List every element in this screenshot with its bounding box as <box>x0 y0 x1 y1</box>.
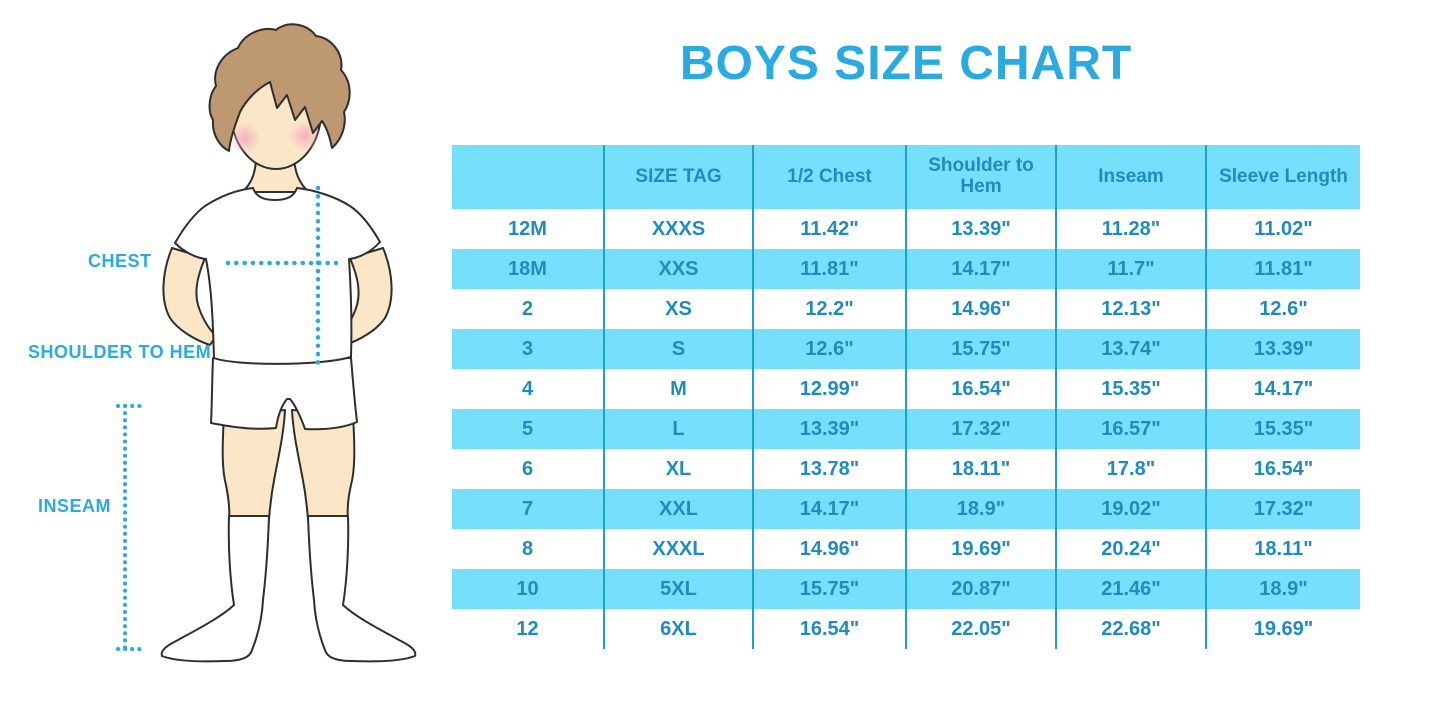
boy-shirt <box>174 187 381 365</box>
table-cell: 11.81" <box>1205 249 1360 289</box>
table-cell: 19.69" <box>1205 609 1360 649</box>
table-row: 6 XL 13.78" 18.11" 17.8" 16.54" <box>452 449 1360 489</box>
table-cell: 14.96" <box>905 289 1055 329</box>
table-cell: 16.54" <box>752 609 905 649</box>
table-cell: 18.9" <box>905 489 1055 529</box>
table-cell: 15.75" <box>752 569 905 609</box>
table-row: 18M XXS 11.81" 14.17" 11.7" 11.81" <box>452 249 1360 289</box>
table-cell: XL <box>603 449 752 489</box>
table-cell: 12.6" <box>1205 289 1360 329</box>
boy-shorts <box>210 357 358 431</box>
table-cell: 14.17" <box>752 489 905 529</box>
table-cell: 14.17" <box>1205 369 1360 409</box>
table-row: 12 6XL 16.54" 22.05" 22.68" 19.69" <box>452 609 1360 649</box>
table-cell: 11.81" <box>752 249 905 289</box>
table-cell: 4 <box>452 369 603 409</box>
boy-hair <box>208 23 351 152</box>
boy-arm-left <box>162 247 217 346</box>
table-row: 12M XXXS 11.42" 13.39" 11.28" 11.02" <box>452 209 1360 249</box>
page-title: BOYS SIZE CHART <box>679 37 1133 90</box>
table-cell: 13.74" <box>1055 329 1205 369</box>
table-cell: 13.78" <box>752 449 905 489</box>
table-cell: 2 <box>452 289 603 329</box>
table-cell: 12.2" <box>752 289 905 329</box>
table-cell: 21.46" <box>1055 569 1205 609</box>
table-cell: 20.24" <box>1055 529 1205 569</box>
table-cell: 12.13" <box>1055 289 1205 329</box>
table-cell: S <box>603 329 752 369</box>
header-cell: Inseam <box>1055 145 1205 209</box>
table-cell: 22.05" <box>905 609 1055 649</box>
boy-sock-right <box>307 515 417 663</box>
table-cell: 15.75" <box>905 329 1055 369</box>
boy-blush-left <box>229 122 261 154</box>
table-cell: 18.9" <box>1205 569 1360 609</box>
table-cell: 11.02" <box>1205 209 1360 249</box>
table-row: 10 5XL 15.75" 20.87" 21.46" 18.9" <box>452 569 1360 609</box>
table-cell: 5XL <box>603 569 752 609</box>
table-cell: 12 <box>452 609 603 649</box>
table-cell: 11.28" <box>1055 209 1205 249</box>
table-cell: 18.11" <box>905 449 1055 489</box>
table-row: 4 M 12.99" 16.54" 15.35" 14.17" <box>452 369 1360 409</box>
header-cell <box>452 145 603 209</box>
table-cell: XXL <box>603 489 752 529</box>
table-cell: 12.6" <box>752 329 905 369</box>
table-cell: 5 <box>452 409 603 449</box>
table-cell: 13.39" <box>905 209 1055 249</box>
table-cell: 17.8" <box>1055 449 1205 489</box>
table-cell: 14.17" <box>905 249 1055 289</box>
table-cell: 14.96" <box>752 529 905 569</box>
table-cell: 3 <box>452 329 603 369</box>
table-cell: 13.39" <box>1205 329 1360 369</box>
table-cell: XXXL <box>603 529 752 569</box>
table-row: 8 XXXL 14.96" 19.69" 20.24" 18.11" <box>452 529 1360 569</box>
table-cell: 6XL <box>603 609 752 649</box>
table-cell: 6 <box>452 449 603 489</box>
table-row: 7 XXL 14.17" 18.9" 19.02" 17.32" <box>452 489 1360 529</box>
table-cell: 20.87" <box>905 569 1055 609</box>
table-header-row: SIZE TAG 1/2 Chest Shoulder to Hem Inseam Sl… <box>452 145 1360 209</box>
boy-illustration <box>116 23 417 663</box>
table-cell: XXXS <box>603 209 752 249</box>
table-cell: 17.32" <box>1205 489 1360 529</box>
header-cell: Sleeve Length <box>1205 145 1360 209</box>
chest-label: CHEST <box>88 251 152 271</box>
table-cell: 8 <box>452 529 603 569</box>
shoulder-to-hem-label: SHOULDER TO HEM <box>28 342 212 362</box>
table-cell: 15.35" <box>1055 369 1205 409</box>
table-cell: XS <box>603 289 752 329</box>
table-cell: 11.7" <box>1055 249 1205 289</box>
table-cell: 17.32" <box>905 409 1055 449</box>
table-cell: 18M <box>452 249 603 289</box>
table-cell: 19.02" <box>1055 489 1205 529</box>
inseam-label: INSEAM <box>38 496 112 516</box>
table-cell: 11.42" <box>752 209 905 249</box>
table-cell: 13.39" <box>752 409 905 449</box>
header-cell: 1/2 Chest <box>752 145 905 209</box>
table-cell: 16.54" <box>1205 449 1360 489</box>
header-cell: Shoulder to Hem <box>905 145 1055 209</box>
table-cell: 7 <box>452 489 603 529</box>
table-cell: 12M <box>452 209 603 249</box>
table-row: 2 XS 12.2" 14.96" 12.13" 12.6" <box>452 289 1360 329</box>
table-cell: 19.69" <box>905 529 1055 569</box>
header-cell: SIZE TAG <box>603 145 752 209</box>
table-cell: 10 <box>452 569 603 609</box>
table-cell: L <box>603 409 752 449</box>
table-cell: 18.11" <box>1205 529 1360 569</box>
table-cell: XXS <box>603 249 752 289</box>
boy-sock-left <box>160 515 270 663</box>
size-table: SIZE TAG 1/2 Chest Shoulder to Hem Inseam Sl… <box>452 145 1360 649</box>
table-cell: 12.99" <box>752 369 905 409</box>
table-row: 5 L 13.39" 17.32" 16.57" 15.35" <box>452 409 1360 449</box>
table-cell: 22.68" <box>1055 609 1205 649</box>
table-cell: 15.35" <box>1205 409 1360 449</box>
table-cell: 16.54" <box>905 369 1055 409</box>
table-row: 3 S 12.6" 15.75" 13.74" 13.39" <box>452 329 1360 369</box>
table-cell: 16.57" <box>1055 409 1205 449</box>
table-cell: M <box>603 369 752 409</box>
